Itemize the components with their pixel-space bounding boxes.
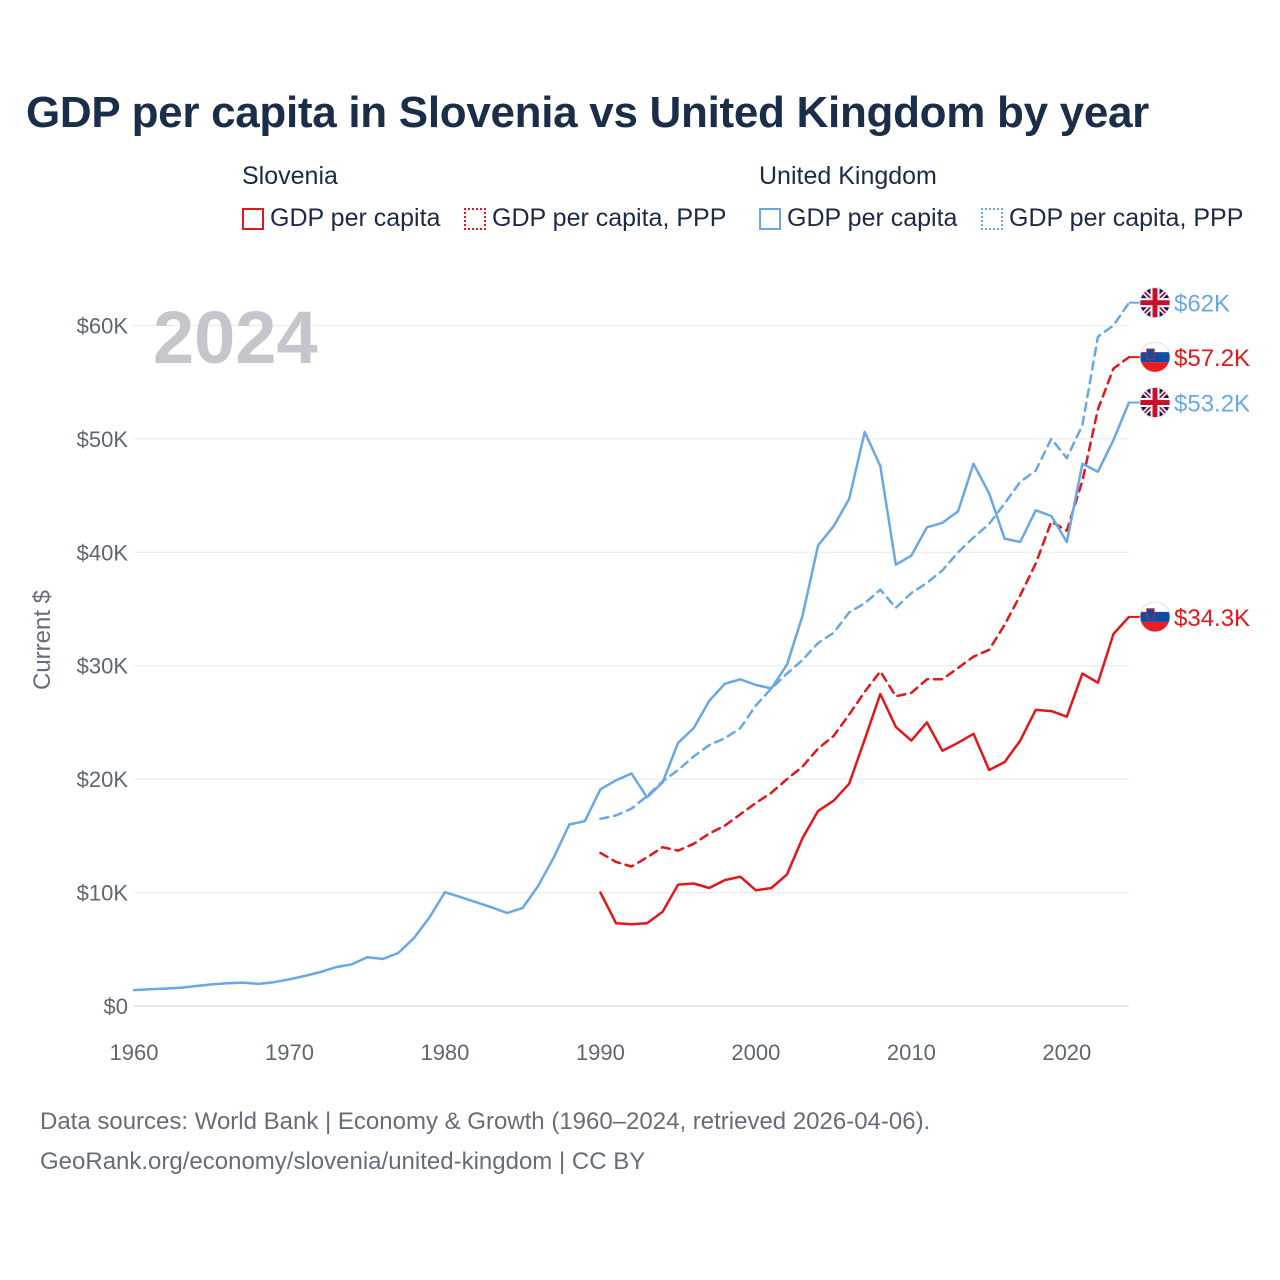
legend-swatch-dotted: [981, 207, 1003, 230]
chart-title: GDP per capita in Slovenia vs United Kin…: [26, 88, 1150, 137]
slovenia-flag-icon: [1139, 341, 1171, 373]
series-lines: [132, 301, 1131, 992]
legend-item-uk-gdp-ppp[interactable]: GDP per capita, PPP: [981, 204, 1243, 233]
x-tick-label: 1960: [110, 1040, 159, 1065]
y-tick-label: $10K: [77, 881, 129, 906]
year-watermark: 2024: [153, 296, 318, 379]
x-tick-label: 2000: [731, 1040, 780, 1065]
y-tick-label: $60K: [77, 313, 129, 338]
legend-title-united-kingdom: United Kingdom: [759, 162, 937, 190]
x-tick-label: 2020: [1042, 1040, 1091, 1065]
axes: $0 $10K $20K $30K $40K $50K $60K 1960 1970 1980 19…: [77, 313, 1092, 1065]
uk-flag-icon: [1139, 287, 1171, 319]
grid-lines: [134, 324, 1129, 1007]
footer-sources: Data sources: World Bank | Economy & Gro…: [40, 1108, 931, 1135]
legend-swatch-solid: [242, 207, 264, 230]
uk-flag-icon: [1139, 387, 1171, 418]
series-line-united-kingdom-gdp: [132, 401, 1131, 992]
x-tick-label: 1990: [576, 1040, 625, 1065]
end-value-label: $53.2K: [1174, 391, 1250, 418]
legend-label: GDP per capita, PPP: [1009, 204, 1244, 232]
end-value-label: $62K: [1174, 291, 1230, 318]
legend-label: GDP per capita: [787, 204, 958, 232]
legend-label: GDP per capita: [270, 204, 441, 232]
x-tick-label: 1980: [420, 1040, 469, 1065]
legend-item-slovenia-gdp-ppp[interactable]: GDP per capita, PPP: [464, 204, 726, 233]
x-tick-label: 2010: [887, 1040, 936, 1065]
footer-attribution[interactable]: GeoRank.org/economy/slovenia/united-king…: [40, 1148, 646, 1175]
series-line-slovenia-ppp: [599, 355, 1131, 868]
legend-item-uk-gdp[interactable]: GDP per capita: [759, 204, 957, 233]
end-labels: $62K $57.2K $53.2K $34.3K: [1129, 287, 1250, 633]
legend-item-slovenia-gdp[interactable]: GDP per capita: [242, 204, 440, 233]
y-tick-label: $0: [104, 994, 128, 1019]
y-tick-label: $40K: [77, 540, 129, 565]
legend-swatch-dotted: [464, 207, 486, 230]
legend-label: GDP per capita, PPP: [492, 204, 727, 232]
series-line-slovenia-gdp: [599, 615, 1131, 926]
legend-swatch-solid: [759, 207, 781, 230]
y-tick-label: $20K: [77, 767, 129, 792]
y-tick-label: $30K: [77, 654, 129, 679]
end-value-label: $57.2K: [1174, 345, 1250, 372]
slovenia-flag-icon: [1139, 601, 1171, 633]
end-value-label: $34.3K: [1174, 605, 1250, 632]
y-tick-label: $50K: [77, 427, 129, 452]
legend-title-slovenia: Slovenia: [242, 162, 338, 190]
x-tick-label: 1970: [265, 1040, 314, 1065]
y-axis-title: Current $: [29, 590, 56, 690]
